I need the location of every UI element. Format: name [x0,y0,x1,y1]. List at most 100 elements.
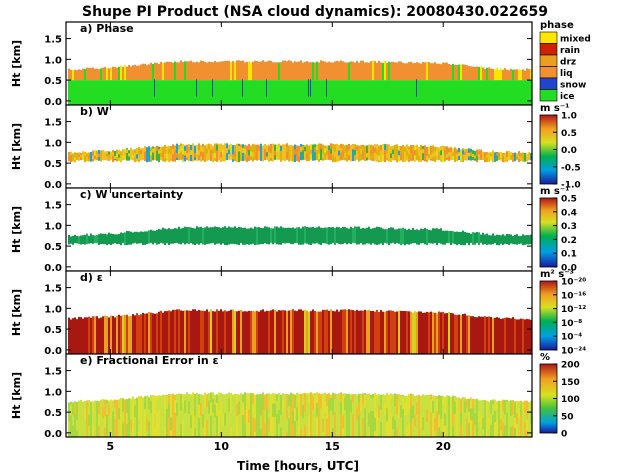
heatmap-cell [284,227,286,244]
heatmap-cell [190,150,192,156]
heatmap-cell [148,230,150,244]
phase-cell [460,64,462,81]
heatmap-cell [150,151,152,156]
phase-cell [292,62,294,81]
heatmap-cell [170,417,172,431]
heatmap-cell [136,154,138,159]
heatmap-cell [138,315,140,354]
phase-cell [240,80,242,105]
heatmap-cell [512,414,514,426]
heatmap-cell [428,400,430,414]
heatmap-cell [110,155,112,159]
heatmap-cell [366,145,368,161]
heatmap-cell [418,155,420,161]
phase-cell [180,60,182,81]
heatmap-cell [86,317,88,354]
heatmap-cell [326,309,328,354]
phase-cell [138,80,140,105]
heatmap-cell [112,400,114,412]
phase-cell [112,80,114,105]
heatmap-cell [402,145,404,151]
heatmap-cell [184,400,186,414]
heatmap-cell [380,145,382,151]
phase-cell [450,80,452,105]
heatmap-cell [218,310,220,354]
phase-cell [388,61,390,81]
heatmap-cell [432,228,434,244]
phase-cell [456,80,458,105]
phase-cell [250,80,252,105]
heatmap-cell [336,309,338,354]
heatmap-cell [212,145,214,163]
heatmap-cell [420,228,422,244]
heatmap-cell [402,144,404,163]
phase-cell [136,65,138,81]
phase-cell [94,80,96,105]
colorbar-tick-label: -1.0 [561,181,581,191]
heatmap-cell [356,309,358,354]
heatmap-cell [518,319,520,354]
phase-cell [386,80,388,105]
phase-cell [406,63,408,81]
heatmap-cell [258,145,260,151]
heatmap-cell [218,227,220,244]
phase-cell [74,80,76,105]
heatmap-cell [524,319,526,354]
heatmap-cell [526,318,528,354]
heatmap-cell [406,415,408,429]
x-tick-label: 10 [214,440,230,453]
heatmap-cell [230,152,232,158]
heatmap-cell [474,413,476,425]
heatmap-cell [290,393,292,407]
heatmap-cell [316,311,318,354]
heatmap-cell [402,396,404,409]
heatmap-cell [494,235,496,244]
heatmap-cell [196,395,198,409]
heatmap-cell [318,153,320,160]
heatmap-cell [236,403,238,417]
heatmap-cell [352,310,354,354]
heatmap-cell [428,312,430,354]
heatmap-cell [176,152,178,158]
heatmap-cell [336,149,338,155]
phase-cell [162,80,164,105]
phase-cell [272,80,274,105]
heatmap-cell [414,414,416,427]
heatmap-cell [302,310,304,354]
heatmap-cell [494,317,496,354]
phase-cell [176,62,178,81]
heatmap-cell [410,311,412,354]
phase-cell [454,64,456,81]
heatmap-cell [418,416,420,429]
phase-cell [70,80,72,105]
heatmap-cell [474,155,476,159]
heatmap-cell [108,317,110,354]
heatmap-cell [108,405,110,417]
phase-cell [270,80,272,105]
heatmap-cell [366,153,368,158]
heatmap-cell [88,316,90,354]
heatmap-cell [74,403,76,415]
heatmap-cell [220,151,222,158]
heatmap-cell [340,228,342,245]
heatmap-cell [340,401,342,416]
heatmap-cell [528,402,530,414]
heatmap-cell [300,228,302,245]
colorbar-title: % [540,352,550,363]
heatmap-cell [302,405,304,419]
phase-cell [398,80,400,105]
phase-cell [266,79,267,97]
heatmap-cell [454,148,456,153]
phase-cell [512,69,514,81]
heatmap-cell [456,231,458,246]
heatmap-cell [142,231,144,246]
phase-cell [318,62,320,81]
heatmap-cell [110,315,112,354]
phase-cell [314,62,316,81]
heatmap-cell [230,227,232,244]
heatmap-cell [498,152,500,161]
heatmap-cell [82,403,84,415]
heatmap-cell [304,309,306,354]
heatmap-cell [120,315,122,354]
heatmap-cell [334,151,336,158]
